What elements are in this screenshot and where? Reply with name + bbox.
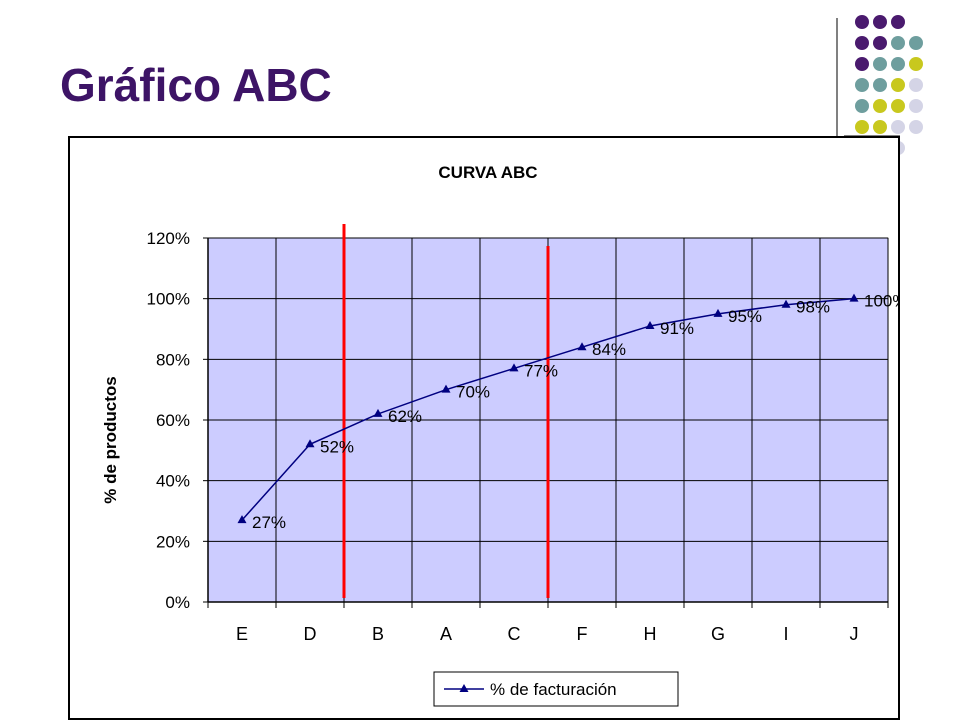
decorative-dot xyxy=(909,57,923,71)
decorative-dot xyxy=(909,78,923,92)
legend-marker xyxy=(459,684,469,692)
x-tick-label: A xyxy=(440,624,452,644)
y-tick-label: 80% xyxy=(156,350,190,369)
x-tick-label: G xyxy=(711,624,725,644)
data-point xyxy=(305,439,315,448)
y-tick-label: 0% xyxy=(165,593,190,612)
data-label: 27% xyxy=(252,513,286,532)
slide-title: Gráfico ABC xyxy=(60,59,332,111)
data-label: 98% xyxy=(796,298,830,317)
decorative-dot xyxy=(909,120,923,134)
data-point xyxy=(577,342,587,351)
decorative-dot xyxy=(873,36,887,50)
series-line xyxy=(241,297,855,521)
data-point xyxy=(237,515,247,524)
data-label: 95% xyxy=(728,307,762,326)
decorative-dot xyxy=(873,57,887,71)
chart-legend: % de facturación xyxy=(433,671,679,707)
abc-line-chart: CURVA ABC 0% 20% 40% 60% 80% 100% 120% E D B A C F H… xyxy=(101,163,898,707)
decorative-dot xyxy=(891,36,905,50)
x-tick-label: D xyxy=(304,624,317,644)
data-point xyxy=(441,384,451,393)
y-tick-label: 40% xyxy=(156,472,190,491)
y-axis-label: % de productos xyxy=(101,376,120,504)
data-label: 52% xyxy=(320,437,354,456)
decorative-dot xyxy=(873,120,887,134)
data-label: 91% xyxy=(660,319,694,338)
data-point xyxy=(645,320,655,329)
data-point xyxy=(849,293,859,302)
chart-title: CURVA ABC xyxy=(438,163,537,182)
decorative-dot xyxy=(891,99,905,113)
decorative-dot xyxy=(855,99,869,113)
x-tick-label: B xyxy=(372,624,384,644)
decorative-dot xyxy=(873,15,887,29)
decorative-dot xyxy=(873,78,887,92)
decorative-dot xyxy=(855,36,869,50)
x-tick-label: F xyxy=(577,624,588,644)
data-label: 84% xyxy=(592,340,626,359)
decorative-dot xyxy=(855,15,869,29)
decorative-dot xyxy=(855,57,869,71)
data-point xyxy=(373,408,383,417)
y-tick-label: 60% xyxy=(156,411,190,430)
data-label: 100% xyxy=(864,292,898,311)
decorative-dot xyxy=(873,99,887,113)
x-tick-label: C xyxy=(508,624,521,644)
chart-frame: CURVA ABC 0% 20% 40% 60% 80% 100% 120% E D B A C F H… xyxy=(68,136,900,720)
x-tick-label: I xyxy=(783,624,788,644)
legend-label: % de facturación xyxy=(490,680,617,699)
decorative-dot xyxy=(891,15,905,29)
x-tick-label: H xyxy=(644,624,657,644)
decorative-dot xyxy=(891,120,905,134)
data-label: 77% xyxy=(524,361,558,380)
y-tick-label: 20% xyxy=(156,532,190,551)
decorative-dot xyxy=(909,99,923,113)
abc-division-lines xyxy=(342,224,550,598)
decorative-dot xyxy=(909,36,923,50)
series-facturacion: 27% 52% 62% 70% 77% 84% 91% 95% 98% 100% xyxy=(237,292,898,532)
x-tick-label: J xyxy=(850,624,859,644)
data-point xyxy=(713,308,723,317)
data-point xyxy=(781,299,791,308)
x-tick-label: E xyxy=(236,624,248,644)
decorative-dot xyxy=(855,120,869,134)
data-label: 62% xyxy=(388,407,422,426)
decorative-dot xyxy=(855,78,869,92)
decorative-dot xyxy=(891,78,905,92)
y-tick-label: 100% xyxy=(147,290,190,309)
data-label: 70% xyxy=(456,383,490,402)
dot-grid xyxy=(855,15,923,155)
data-point xyxy=(509,363,519,372)
decorative-dot xyxy=(891,57,905,71)
y-axis-ticks: 0% 20% 40% 60% 80% 100% 120% xyxy=(147,229,209,612)
y-tick-label: 120% xyxy=(147,229,190,248)
